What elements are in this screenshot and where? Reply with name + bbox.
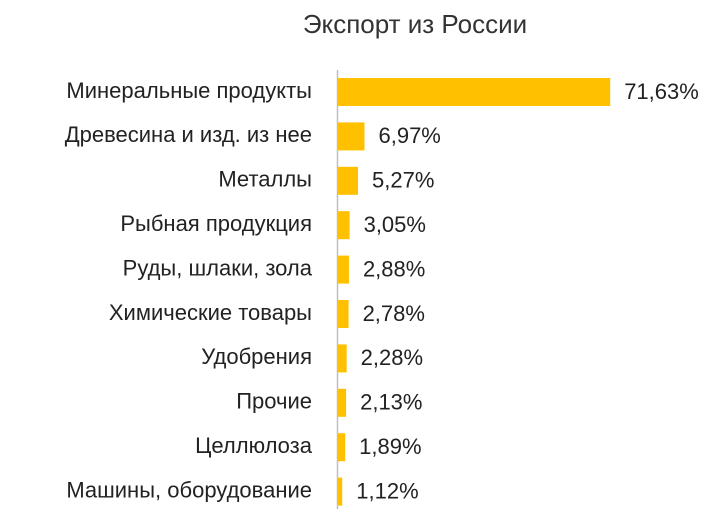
value-label: 1,89% (359, 434, 421, 459)
category-label: Древесина и изд. из нее (65, 122, 312, 147)
category-label: Удобрения (201, 344, 312, 369)
category-label: Рыбная продукция (120, 211, 312, 236)
bar (338, 255, 349, 284)
bar (338, 300, 349, 328)
category-label: Руды, шлаки, зола (123, 255, 313, 280)
category-label: Минеральные продукты (66, 78, 312, 103)
category-label: Химические товары (109, 300, 312, 325)
bar (338, 122, 365, 151)
bar (338, 78, 611, 106)
value-label: 5,27% (372, 168, 434, 193)
value-label: 71,63% (624, 79, 699, 104)
bar (338, 433, 346, 462)
chart-title: Экспорт из России (303, 9, 527, 39)
value-label: 1,12% (356, 478, 418, 503)
value-label: 2,88% (363, 256, 425, 281)
value-label: 6,97% (378, 123, 440, 148)
bar (338, 211, 350, 240)
category-label: Целлюлоза (195, 433, 313, 458)
category-label: Машины, оборудование (66, 477, 312, 502)
bar (338, 388, 347, 417)
bar (338, 477, 343, 506)
bar (338, 344, 347, 373)
value-label: 2,78% (363, 301, 425, 326)
bar (338, 166, 359, 195)
value-label: 2,13% (360, 390, 422, 415)
value-label: 3,05% (364, 212, 426, 237)
category-label: Металлы (218, 167, 312, 192)
category-label: Прочие (236, 389, 312, 414)
value-label: 2,28% (361, 345, 423, 370)
